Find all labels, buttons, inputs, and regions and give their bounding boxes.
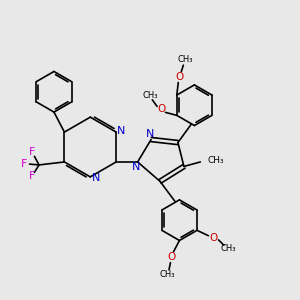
Text: F: F: [29, 147, 35, 157]
Text: CH₃: CH₃: [142, 92, 158, 100]
Text: N: N: [117, 126, 126, 136]
Text: N: N: [146, 129, 154, 139]
Text: F: F: [29, 171, 35, 182]
Text: O: O: [210, 233, 218, 243]
Text: O: O: [157, 104, 165, 114]
Text: CH₃: CH₃: [177, 55, 193, 64]
Text: O: O: [168, 252, 176, 262]
Text: CH₃: CH₃: [160, 270, 175, 279]
Text: CH₃: CH₃: [220, 244, 236, 253]
Text: O: O: [176, 72, 184, 82]
Text: CH₃: CH₃: [208, 156, 224, 165]
Text: N: N: [132, 162, 140, 172]
Text: F: F: [21, 159, 28, 169]
Text: N: N: [92, 173, 100, 183]
